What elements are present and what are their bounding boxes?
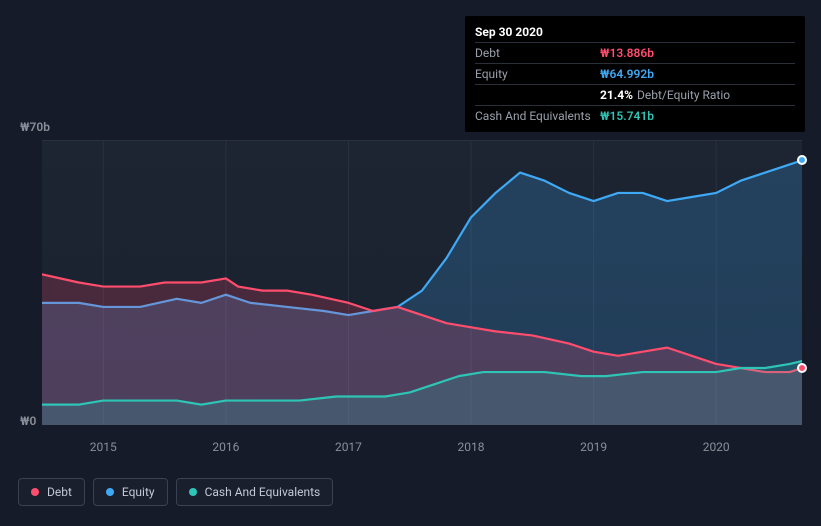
legend-label: Cash And Equivalents (205, 485, 321, 499)
legend-dot-icon (106, 488, 114, 496)
tooltip-panel: Sep 30 2020 Debt ₩13.886b Equity ₩64.992… (465, 16, 805, 132)
legend-label: Debt (47, 485, 72, 499)
tooltip-equity-value: ₩64.992b (600, 67, 654, 81)
tooltip-row-equity: Equity ₩64.992b (475, 63, 795, 84)
tooltip-ratio-label: Debt/Equity Ratio (637, 88, 730, 102)
x-tick: 2018 (458, 440, 485, 454)
chart-legend: Debt Equity Cash And Equivalents (18, 478, 333, 506)
tooltip-equity-label: Equity (475, 67, 600, 81)
x-tick: 2019 (580, 440, 607, 454)
x-tick: 2015 (90, 440, 117, 454)
series-end-marker (797, 155, 807, 165)
legend-dot-icon (189, 488, 197, 496)
chart-plot-area[interactable] (42, 140, 802, 425)
y-tick-bottom: ₩0 (20, 414, 36, 428)
legend-item[interactable]: Cash And Equivalents (176, 478, 334, 506)
tooltip-debt-value: ₩13.886b (600, 46, 654, 60)
y-tick-top: ₩70b (20, 120, 50, 134)
tooltip-ratio-pct: 21.4% (600, 88, 633, 102)
tooltip-date: Sep 30 2020 (475, 22, 795, 42)
legend-item[interactable]: Debt (18, 478, 85, 506)
legend-dot-icon (31, 488, 39, 496)
tooltip-ratio-spacer (475, 88, 600, 102)
legend-label: Equity (122, 485, 155, 499)
x-tick: 2017 (335, 440, 362, 454)
legend-item[interactable]: Equity (93, 478, 168, 506)
x-tick: 2020 (703, 440, 730, 454)
tooltip-row-debt: Debt ₩13.886b (475, 42, 795, 63)
x-axis: 2015 2016 2017 2018 2019 2020 (42, 440, 802, 460)
series-end-marker (797, 363, 807, 373)
tooltip-row-ratio: 21.4% Debt/Equity Ratio (475, 84, 795, 105)
x-tick: 2016 (212, 440, 239, 454)
tooltip-debt-label: Debt (475, 46, 600, 60)
chart-container: ₩70b ₩0 (18, 120, 808, 435)
